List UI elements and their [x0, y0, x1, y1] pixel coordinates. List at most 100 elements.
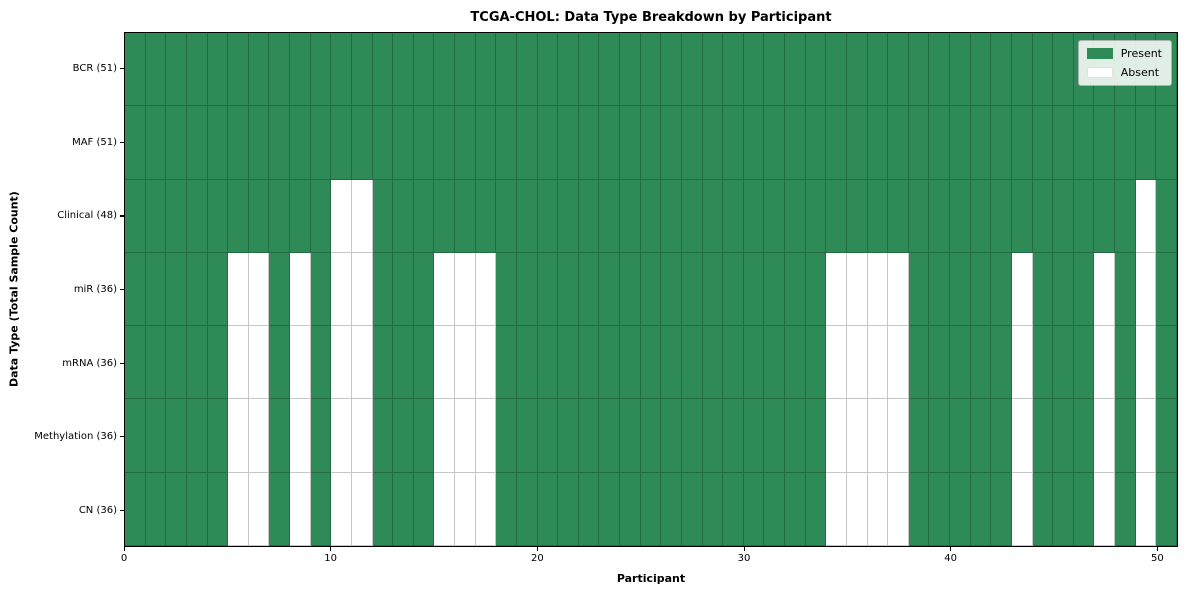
- heatmap-cell: [661, 252, 682, 327]
- heatmap-cell: [826, 33, 847, 107]
- heatmap-cell: [826, 326, 847, 400]
- x-tick-label: 0: [120, 553, 128, 564]
- y-tick-label: mRNA (36): [62, 357, 117, 369]
- x-tick-label: 20: [530, 553, 544, 564]
- heatmap-cell: [640, 179, 662, 253]
- heatmap-cell: [764, 106, 786, 180]
- y-tick: Clinical (48): [0, 179, 124, 253]
- heatmap-cell: [785, 179, 806, 253]
- heatmap-cell: [516, 33, 538, 107]
- heatmap-cell: [991, 399, 1012, 473]
- heatmap-cell: [1032, 179, 1054, 253]
- heatmap-cell: [846, 179, 868, 253]
- y-tick-mark: [120, 215, 124, 217]
- heatmap-cell: [785, 472, 806, 546]
- legend-item-absent: Absent: [1086, 66, 1162, 79]
- heatmap-cell: [1011, 33, 1033, 107]
- heatmap-cell: [661, 33, 682, 107]
- heatmap-cell: [578, 326, 600, 400]
- heatmap-cell: [496, 33, 517, 107]
- heatmap-cell: [1011, 106, 1033, 180]
- heatmap-cell: [1094, 472, 1116, 546]
- heatmap-cell: [331, 252, 352, 327]
- heatmap-cell: [290, 179, 311, 253]
- heatmap-cell: [950, 106, 971, 180]
- heatmap-cell: [1053, 106, 1074, 180]
- heatmap-cell: [908, 106, 930, 180]
- heatmap-cell: [269, 252, 291, 327]
- heatmap-cell: [1032, 106, 1054, 180]
- heatmap-cell: [867, 472, 889, 546]
- heatmap-cell: [785, 106, 806, 180]
- heatmap-cell: [950, 33, 971, 107]
- heatmap-cell: [1115, 179, 1136, 253]
- heatmap-cell: [186, 399, 208, 473]
- heatmap-cell: [1073, 179, 1095, 253]
- heatmap-cell: [1094, 252, 1116, 327]
- heatmap-cell: [434, 399, 456, 473]
- x-tick-mark: [1156, 547, 1159, 551]
- heatmap-cell: [145, 399, 167, 473]
- heatmap-cell: [991, 252, 1012, 327]
- x-tick-label: 50: [1150, 553, 1164, 564]
- heatmap-cell: [434, 106, 456, 180]
- heatmap-cell: [516, 179, 538, 253]
- heatmap-cell: [413, 252, 435, 327]
- heatmap-cell: [785, 326, 806, 400]
- heatmap-cell: [970, 399, 992, 473]
- y-tick: miR (36): [0, 253, 124, 327]
- heatmap-cell: [867, 326, 889, 400]
- heatmap-cell: [372, 326, 394, 400]
- heatmap-cell: [558, 472, 579, 546]
- heatmap-cell: [393, 252, 414, 327]
- heatmap-cell: [393, 399, 414, 473]
- heatmap-cell: [702, 106, 724, 180]
- y-tick-mark: [120, 68, 124, 70]
- heatmap-cell: [290, 326, 311, 400]
- heatmap-cell: [1094, 179, 1116, 253]
- heatmap-cell: [331, 106, 352, 180]
- heatmap-cell: [351, 399, 373, 473]
- heatmap-cell: [950, 179, 971, 253]
- heatmap-cell: [785, 33, 806, 107]
- heatmap-cell: [681, 33, 703, 107]
- heatmap-cell: [145, 179, 167, 253]
- heatmap-cell: [846, 252, 868, 327]
- heatmap-cell: [1094, 326, 1116, 400]
- y-tick-label: BCR (51): [72, 63, 117, 75]
- heatmap-cell: [826, 252, 847, 327]
- heatmap-cell: [372, 399, 394, 473]
- heatmap-cell: [228, 472, 249, 546]
- heatmap-cell: [764, 399, 786, 473]
- heatmap-cell: [599, 106, 621, 180]
- heatmap-cell: [929, 252, 951, 327]
- heatmap-cell: [578, 179, 600, 253]
- heatmap-cell: [372, 33, 394, 107]
- heatmap-cell: [846, 33, 868, 107]
- heatmap-cell: [661, 399, 682, 473]
- heatmap-cell: [970, 326, 992, 400]
- y-tick-label: CN (36): [78, 504, 117, 516]
- heatmap-cell: [228, 106, 249, 180]
- heatmap-cell: [970, 472, 992, 546]
- heatmap-cell: [269, 106, 291, 180]
- heatmap-cell: [723, 472, 744, 546]
- heatmap-cell: [743, 179, 765, 253]
- heatmap-cell: [413, 399, 435, 473]
- heatmap-cell: [186, 326, 208, 400]
- x-axis-label: Participant: [616, 572, 686, 585]
- heatmap-cell: [867, 33, 889, 107]
- heatmap-cell: [125, 106, 146, 180]
- heatmap-cell: [166, 252, 187, 327]
- heatmap-cell: [867, 179, 889, 253]
- heatmap-cell: [826, 399, 847, 473]
- heatmap-cell: [496, 472, 517, 546]
- x-axis-ticks: 0 10 20 30 40 50: [120, 547, 1178, 577]
- heatmap-cell: [1115, 399, 1136, 473]
- heatmap-cell: [620, 399, 641, 473]
- heatmap-cell: [125, 252, 146, 327]
- heatmap-cell: [970, 252, 992, 327]
- heatmap-cell: [166, 399, 187, 473]
- heatmap-cell: [888, 252, 909, 327]
